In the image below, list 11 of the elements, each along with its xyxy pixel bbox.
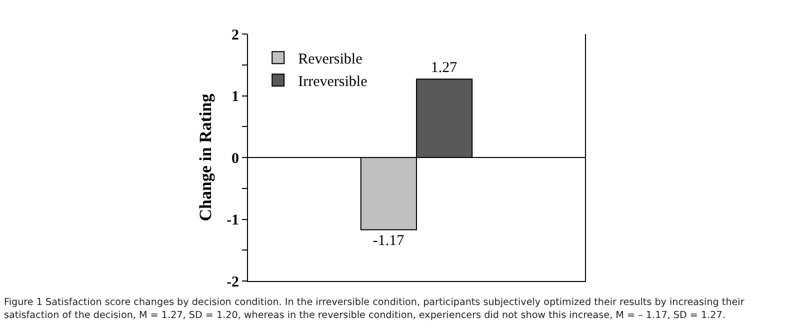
legend-label: Reversible	[298, 52, 363, 68]
caption: Figure 1 Satisfaction score changes by decision condition. In the irreversible condition, participants subjectively optimized their results by increasing their satisfaction of the decision, M = 1.27, SD = 1.20, whereas in the reversible condition, experiencers did not show this increase, M = – 1.17, SD = 1.27.	[4, 296, 746, 322]
legend-label: Irreversible	[298, 74, 368, 90]
y-tick-label: 2	[232, 27, 239, 44]
data-label: -1.17	[372, 232, 405, 249]
y-tick-label: -2	[226, 274, 239, 290]
y-tick-label: 1	[232, 89, 239, 105]
y-axis-title: Change in Rating	[196, 93, 216, 222]
y-tick-label: 0	[232, 150, 239, 167]
data-label: 1.27	[430, 60, 458, 76]
y-tick-label: -1	[226, 212, 239, 228]
